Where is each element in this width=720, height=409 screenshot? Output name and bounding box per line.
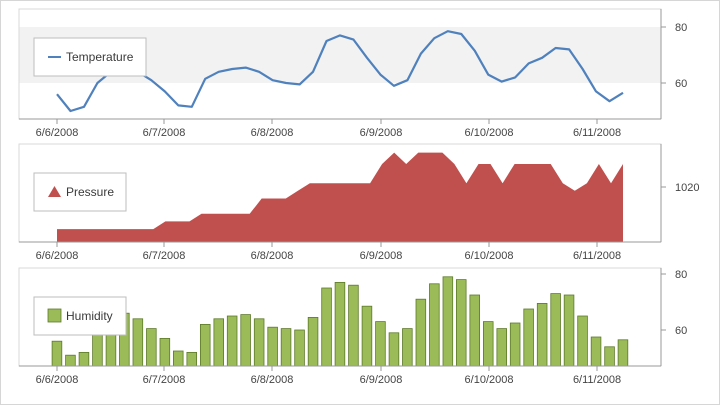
x-tick-label: 6/7/2008 (143, 127, 186, 139)
x-tick-label: 6/8/2008 (251, 127, 294, 139)
pressure-area (57, 152, 623, 242)
y-tick-label: 60 (675, 325, 687, 337)
humidity-bar (267, 326, 278, 367)
humidity-bar (213, 318, 224, 367)
legend-square-icon (47, 308, 62, 323)
humidity-bar (442, 276, 454, 367)
humidity-bar (321, 287, 332, 367)
humidity-bar (240, 314, 251, 367)
temperature-panel: 6/6/2008 6/7/2008 6/8/2008 6/9/2008 6/10/200… (18, 8, 687, 139)
x-tick-label: 6/9/2008 (360, 374, 403, 386)
humidity-bar (509, 322, 521, 367)
x-tick-label: 6/10/2008 (465, 127, 514, 139)
humidity-bar (455, 279, 467, 367)
humidity-bar (334, 281, 346, 367)
x-tick-label: 6/7/2008 (143, 250, 186, 262)
temperature-line (56, 30, 624, 113)
legend: Humidity (33, 296, 127, 336)
humidity-bar (159, 337, 171, 367)
x-tick-label: 6/9/2008 (360, 250, 403, 262)
humidity-bar (617, 339, 629, 367)
legend-label: Pressure (66, 185, 114, 199)
humidity-bar (65, 354, 76, 367)
humidity-bar (375, 321, 386, 367)
humidity-bar (253, 318, 265, 367)
humidity-bar (429, 283, 440, 367)
x-tick-label: 6/7/2008 (143, 374, 186, 386)
humidity-bar (361, 305, 373, 367)
pressure-panel: 6/6/2008 6/7/2008 6/8/2008 6/9/2008 6/10/200… (18, 143, 699, 262)
humidity-bar (132, 318, 144, 367)
legend-box (33, 172, 127, 212)
humidity-bar (402, 328, 413, 367)
humidity-bar (415, 298, 427, 367)
humidity-bar (51, 340, 63, 367)
humidity-bar (226, 315, 238, 367)
legend-triangle-icon (48, 186, 61, 197)
humidity-bar (186, 351, 197, 367)
legend: Pressure (33, 172, 127, 212)
humidity-bar (482, 321, 494, 367)
y-tick-label: 80 (675, 269, 687, 281)
humidity-bar (550, 293, 561, 367)
humidity-bar (563, 294, 575, 367)
y-tick-label: 1020 (675, 182, 699, 194)
x-tick-label: 6/6/2008 (36, 374, 79, 386)
legend: Temperature (33, 37, 147, 77)
humidity-bar (294, 329, 305, 367)
x-tick-label: 6/8/2008 (251, 250, 294, 262)
humidity-bar (577, 315, 588, 367)
x-tick-label: 6/10/2008 (465, 374, 514, 386)
humidity-bar (78, 351, 90, 367)
legend-label: Humidity (66, 309, 113, 323)
humidity-bar (388, 332, 400, 367)
humidity-bar (469, 294, 480, 367)
x-tick-label: 6/6/2008 (36, 127, 79, 139)
legend-label: Temperature (66, 50, 134, 64)
humidity-bar (146, 328, 157, 367)
x-tick-label: 6/9/2008 (360, 127, 403, 139)
x-tick-label: 6/6/2008 (36, 250, 79, 262)
humidity-bar (590, 336, 602, 367)
humidity-bar (348, 284, 359, 367)
y-tick-label: 60 (675, 78, 687, 90)
x-tick-label: 6/8/2008 (251, 374, 294, 386)
humidity-bar (536, 302, 548, 367)
humidity-bar (199, 323, 211, 367)
humidity-panel: 6/6/2008 6/7/2008 6/8/2008 6/9/2008 6/10/200… (18, 267, 687, 386)
x-tick-label: 6/11/2008 (573, 127, 621, 139)
x-tick-label: 6/10/2008 (465, 250, 514, 262)
x-tick-label: 6/11/2008 (573, 250, 621, 262)
humidity-bar (307, 316, 319, 367)
humidity-bar (172, 350, 184, 367)
humidity-bar (604, 346, 615, 367)
humidity-bar (280, 328, 292, 367)
humidity-bar (523, 308, 534, 367)
x-tick-label: 6/11/2008 (573, 374, 621, 386)
humidity-bar (496, 328, 507, 367)
y-tick-label: 80 (675, 22, 687, 34)
